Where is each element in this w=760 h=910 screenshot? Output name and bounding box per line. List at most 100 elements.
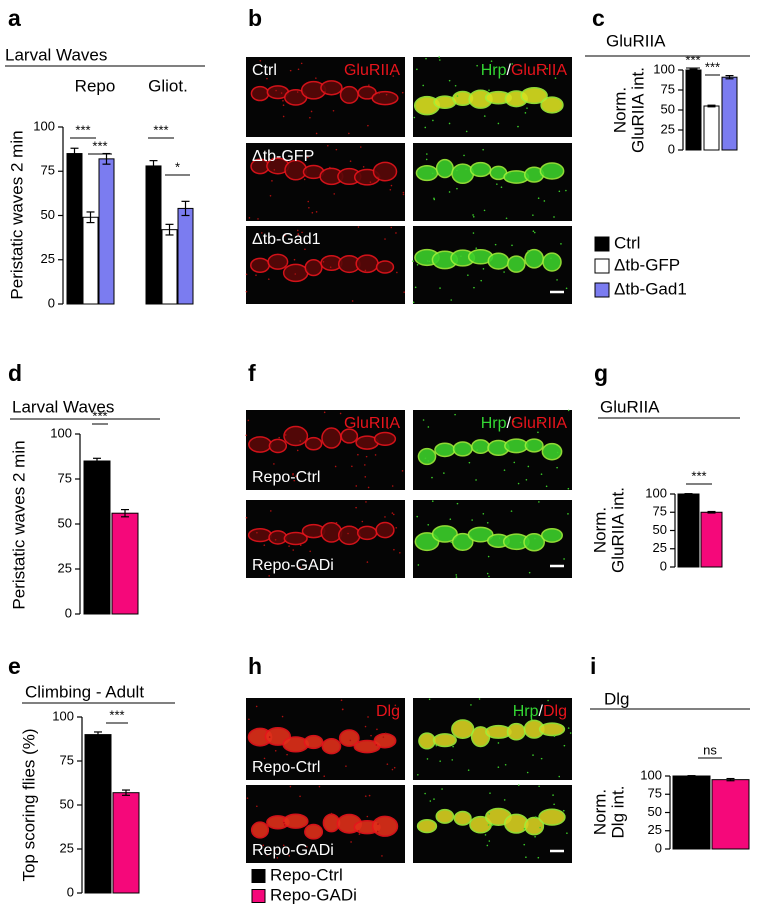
speckle <box>543 200 546 202</box>
speckle <box>263 757 266 760</box>
speckle <box>358 833 361 835</box>
speckle <box>276 857 279 859</box>
structure <box>451 719 475 739</box>
speckle <box>365 455 368 458</box>
speckle <box>472 232 475 234</box>
structure <box>541 442 563 461</box>
chart-title: Climbing - Adult <box>25 682 144 701</box>
speckle <box>348 132 350 135</box>
channel-name: Hrp <box>481 62 507 79</box>
structure <box>467 526 494 543</box>
error-bar <box>122 789 130 796</box>
channel-label: GluRIIA <box>344 62 400 79</box>
speckle <box>399 551 401 554</box>
speckle <box>482 148 484 151</box>
bar <box>84 734 112 894</box>
speckle <box>519 541 522 544</box>
speckle <box>427 523 430 526</box>
speckle <box>470 704 472 706</box>
structure <box>434 442 456 458</box>
speckle <box>539 826 541 829</box>
speckle <box>339 412 342 415</box>
speckle <box>393 548 395 551</box>
speckle <box>392 513 395 516</box>
row-label: Repo-Ctrl <box>252 469 320 486</box>
speckle <box>366 561 369 563</box>
y-tick-label: 100 <box>33 118 55 133</box>
speckle <box>284 234 286 237</box>
speckle <box>448 79 451 82</box>
structure <box>469 815 492 834</box>
micrograph <box>413 143 572 221</box>
legend-label: Δtb-Gad1 <box>614 279 687 298</box>
channel-name: GluRIIA <box>344 415 400 432</box>
speckle <box>274 749 277 752</box>
speckle <box>566 832 568 834</box>
speckle <box>366 815 369 818</box>
speckle <box>532 754 534 756</box>
speckle <box>340 699 343 702</box>
speckle <box>259 60 262 62</box>
panel-letter: c <box>592 5 605 31</box>
speckle <box>266 77 268 80</box>
speckle <box>355 506 357 509</box>
speckle <box>309 550 311 553</box>
speckle <box>324 91 326 93</box>
speckle <box>269 194 272 197</box>
speckle <box>456 502 459 505</box>
speckle <box>333 193 336 195</box>
speckle <box>274 538 277 541</box>
speckle <box>382 736 385 738</box>
error-bar <box>707 104 716 108</box>
speckle <box>303 178 306 181</box>
speckle <box>565 287 568 290</box>
speckle <box>435 744 438 747</box>
structure <box>451 532 474 551</box>
speckle <box>247 419 250 422</box>
speckle <box>311 211 314 214</box>
speckle <box>270 510 272 512</box>
speckle <box>486 572 489 575</box>
speckle <box>392 75 395 77</box>
speckle <box>268 236 270 239</box>
speckle <box>256 805 258 808</box>
significance-label: *** <box>92 138 107 153</box>
speckle <box>425 57 427 60</box>
speckle <box>391 512 394 514</box>
speckle <box>266 853 269 856</box>
speckle <box>527 250 530 252</box>
chart-title: GluRIIA <box>606 31 666 50</box>
speckle <box>504 763 507 766</box>
speckle <box>425 158 428 161</box>
speckle <box>381 855 383 857</box>
speckle <box>490 60 493 62</box>
structure <box>431 525 458 543</box>
y-axis-label: GluRIIA int. <box>608 487 627 573</box>
y-axis-label: Peristatic waves 2 min <box>9 440 28 609</box>
speckle <box>553 216 555 218</box>
significance-label: *** <box>705 59 720 74</box>
structure <box>417 447 437 466</box>
channel-name: Dlg <box>376 703 400 720</box>
speckle <box>465 168 467 170</box>
structure <box>304 436 323 451</box>
error-bar <box>181 200 190 217</box>
speckle <box>322 260 325 263</box>
speckle <box>332 109 335 112</box>
speckle <box>300 62 303 65</box>
speckle <box>467 769 470 771</box>
structure <box>435 808 455 824</box>
speckle <box>308 206 310 209</box>
speckle <box>364 269 367 272</box>
speckle <box>417 564 420 566</box>
legend-swatch <box>251 869 266 883</box>
speckle <box>441 788 443 790</box>
speckle <box>315 77 317 79</box>
structure <box>339 85 359 104</box>
y-tick-label: 50 <box>648 804 662 819</box>
speckle <box>335 521 338 524</box>
speckle <box>367 124 369 127</box>
speckle <box>364 464 366 466</box>
speckle <box>289 69 292 72</box>
panel-letter: d <box>8 360 22 386</box>
